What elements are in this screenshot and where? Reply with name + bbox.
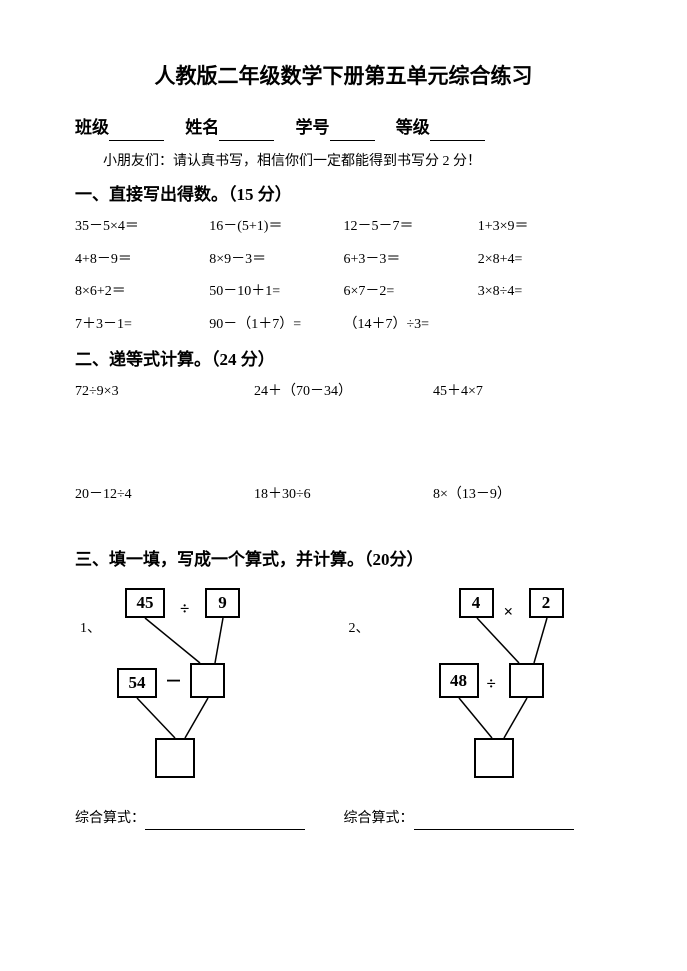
diagrams-row: 1、 45954÷－ 2、 4248×÷ [75, 583, 612, 793]
problem-cell: 24＋（70－34） [254, 381, 433, 403]
operator: ÷ [487, 670, 496, 697]
diagram-box [190, 663, 225, 698]
diagram-box: 4 [459, 588, 494, 618]
problem-cell: 16－(5+1)＝ [209, 216, 343, 238]
diagram-1: 1、 45954÷－ [75, 583, 344, 793]
class-label: 班级 [75, 118, 109, 137]
instruction-note: 小朋友们：请认真书写，相信你们一定都能得到书写分 2 分！ [75, 151, 612, 173]
section2-row: 72÷9×3 24＋（70－34） 45＋4×7 [75, 381, 612, 403]
problem-cell: 8×（13－9） [433, 484, 612, 506]
problem-cell: 45＋4×7 [433, 381, 612, 403]
problem-cell: 90－（1＋7）= [209, 314, 343, 336]
answer-label: 综合算式： [75, 811, 145, 826]
problem-cell: 6×7－2= [344, 281, 478, 303]
section2-row: 20－12÷4 18＋30÷6 8×（13－9） [75, 484, 612, 506]
section3: 三、填一填，写成一个算式，并计算。（20分） 1、 45954÷－ 2、 424… [75, 546, 612, 831]
id-blank [330, 140, 375, 141]
problem-cell: 20－12÷4 [75, 484, 254, 506]
class-blank [109, 140, 164, 141]
diagram-box: 45 [125, 588, 165, 618]
problem-cell: （14＋7）÷3= [344, 314, 478, 336]
operator: × [504, 598, 514, 625]
section1-title: 一、直接写出得数。（15 分） [75, 181, 612, 208]
problem-cell: 18＋30÷6 [254, 484, 433, 506]
section3-title: 三、填一填，写成一个算式，并计算。（20分） [75, 546, 612, 573]
name-blank [219, 140, 274, 141]
section2-title: 二、递等式计算。（24 分） [75, 346, 612, 373]
operator: － [165, 668, 182, 695]
header-fields: 班级 姓名 学号 等级 [75, 114, 612, 141]
problem-cell: 6+3－3＝ [344, 249, 478, 271]
problem-cell: 7＋3－1= [75, 314, 209, 336]
diagram-box: 9 [205, 588, 240, 618]
answer-blank [145, 829, 305, 830]
answer-row: 综合算式： 综合算式： [75, 808, 612, 830]
operator: ÷ [180, 595, 189, 622]
section1-row: 4+8－9＝ 8×9－3＝ 6+3－3＝ 2×8+4= [75, 249, 612, 271]
problem-cell: 2×8+4= [478, 249, 612, 271]
problem-cell: 1+3×9＝ [478, 216, 612, 238]
problem-cell [478, 314, 612, 336]
problem-cell: 72÷9×3 [75, 381, 254, 403]
grade-label: 等级 [396, 118, 430, 137]
problem-cell: 35－5×4＝ [75, 216, 209, 238]
problem-cell: 8×9－3＝ [209, 249, 343, 271]
section1-row: 35－5×4＝ 16－(5+1)＝ 12－5－7＝ 1+3×9＝ [75, 216, 612, 238]
diagram-box: 2 [529, 588, 564, 618]
section1-row: 7＋3－1= 90－（1＋7）= （14＋7）÷3= [75, 314, 612, 336]
answer-1: 综合算式： [75, 808, 344, 830]
problem-cell: 12－5－7＝ [344, 216, 478, 238]
page-title: 人教版二年级数学下册第五单元综合练习 [75, 60, 612, 94]
diagram-2: 2、 4248×÷ [344, 583, 613, 793]
diagram-box [509, 663, 544, 698]
grade-blank [430, 140, 485, 141]
problem-cell: 4+8－9＝ [75, 249, 209, 271]
problem-cell: 3×8÷4= [478, 281, 612, 303]
diagram-box: 54 [117, 668, 157, 698]
answer-blank [414, 829, 574, 830]
name-label: 姓名 [185, 118, 219, 137]
section1-row: 8×6+2＝ 50－10＋1= 6×7－2= 3×8÷4= [75, 281, 612, 303]
diagram-box [155, 738, 195, 778]
problem-cell: 8×6+2＝ [75, 281, 209, 303]
diagram-box: 48 [439, 663, 479, 698]
id-label: 学号 [296, 118, 330, 137]
problem-cell: 50－10＋1= [209, 281, 343, 303]
diagram-box [474, 738, 514, 778]
answer-2: 综合算式： [344, 808, 613, 830]
answer-label: 综合算式： [344, 811, 414, 826]
